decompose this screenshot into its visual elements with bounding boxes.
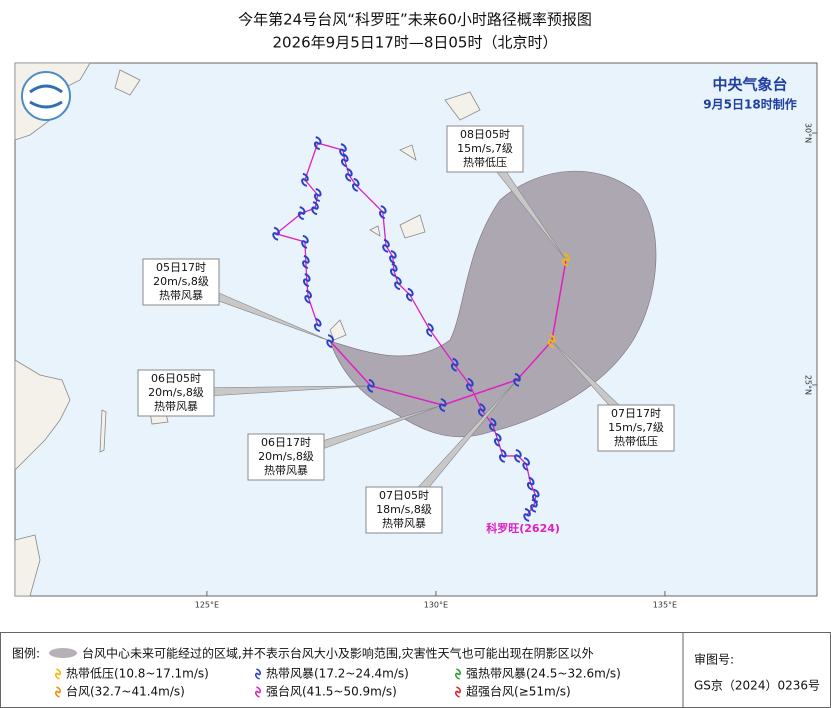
subtitle: 2026年9月5日17时—8日05时（北京时） <box>273 34 558 52</box>
callout-level: 热带风暴 <box>154 400 198 413</box>
callout-level: 热带低压 <box>463 156 507 169</box>
storm-icon <box>426 323 434 337</box>
storm-icon <box>455 686 461 698</box>
storm-icon <box>477 403 486 418</box>
callout-box <box>446 125 524 173</box>
storm-icon <box>55 686 61 698</box>
legend-box <box>0 632 831 708</box>
legend-title: 图例: <box>12 647 40 661</box>
storm-icon <box>367 378 375 393</box>
storm-icon <box>255 668 261 680</box>
callout-wind: 18m/s,8级 <box>376 503 432 516</box>
legend-item: 超强台风(≥51m/s) <box>466 684 571 699</box>
storm-icon <box>272 226 280 241</box>
storm-icon <box>499 448 507 463</box>
callout-time: 06日17时 <box>261 436 311 449</box>
legend-item: 强热带风暴(24.5~32.6m/s) <box>466 667 621 681</box>
storm-icon <box>439 398 447 413</box>
callout-level: 热带风暴 <box>382 517 426 530</box>
title: 今年第24号台风“科罗旺”未来60小时路径概率预报图 <box>238 11 592 29</box>
lon-tick-label: 125°E <box>195 601 219 610</box>
storm-icon <box>341 153 349 168</box>
callout-level: 热带风暴 <box>159 289 203 302</box>
callout-wind: 20m/s,8级 <box>153 275 209 288</box>
storm-icon <box>314 136 322 151</box>
storm-icon <box>390 263 398 278</box>
storm-icon <box>303 273 311 288</box>
callout-wind: 20m/s,8级 <box>258 450 314 463</box>
callout-box <box>137 369 215 417</box>
lat-tick-label: 25°N <box>804 375 813 395</box>
approval-label: 审图号: <box>694 652 734 667</box>
storm-icon <box>389 249 397 264</box>
logo <box>21 71 71 121</box>
forecast-track <box>329 259 567 406</box>
callout-box <box>247 433 325 481</box>
callout-time: 08日05时 <box>460 128 510 141</box>
storm-icon <box>526 476 535 491</box>
storm-icon <box>513 372 521 387</box>
storm-icon <box>352 177 360 192</box>
storm-name: 科罗旺(2624) <box>486 521 560 535</box>
logo-mark <box>29 84 63 109</box>
storm-icon <box>339 143 347 158</box>
legend-item: 强台风(41.5~50.9m/s) <box>266 684 397 699</box>
issued: 9月5日18时制作 <box>703 97 796 112</box>
storm-icon <box>297 206 306 221</box>
callout-level: 热带低压 <box>614 435 658 448</box>
callout-time: 06日05时 <box>151 372 201 385</box>
storm-icon <box>301 172 309 187</box>
agency: 中央气象台 <box>712 76 787 94</box>
storm-icon <box>548 334 556 349</box>
storm-icon <box>488 417 497 432</box>
storm-icon <box>302 255 310 269</box>
callout-time: 07日05时 <box>379 489 429 502</box>
legend-item: 热带风暴(17.2~24.4m/s) <box>266 667 409 681</box>
storm-icon <box>311 201 319 216</box>
storm-icon <box>326 334 334 349</box>
storm-icon <box>55 668 61 680</box>
storm-icon <box>523 507 531 522</box>
storm-icon <box>562 252 570 267</box>
callout-level: 热带风暴 <box>264 464 308 477</box>
lon-tick-label: 130°E <box>424 601 448 610</box>
legend-cone: 台风中心未来可能经过的区域,并不表示台风大小及影响范围,灾害性天气也可能出现在阴… <box>82 646 594 661</box>
storm-icon <box>466 377 474 392</box>
storm-icon <box>255 686 261 698</box>
callout-wind: 15m/s,7级 <box>457 142 513 155</box>
probability-cone <box>329 170 657 438</box>
callout-box <box>597 404 675 452</box>
callout-box <box>142 258 220 306</box>
storm-icon <box>450 357 459 372</box>
lat-tick-label: 30°N <box>804 123 813 143</box>
storm-icon <box>514 448 522 463</box>
callout-wind: 20m/s,8级 <box>148 386 204 399</box>
approval-number: GS京（2024）0236号 <box>694 679 820 693</box>
storm-icon <box>494 432 502 447</box>
callout-wind: 15m/s,7级 <box>608 421 664 434</box>
storm-icon <box>532 488 540 503</box>
storm-icon <box>382 238 390 253</box>
callout-time: 05日17时 <box>156 261 206 274</box>
storm-icon <box>301 234 309 249</box>
past-track <box>274 142 537 516</box>
storm-icon <box>314 317 322 332</box>
storm-icon <box>406 287 414 302</box>
storm-icon <box>522 457 530 471</box>
storm-icon <box>345 167 353 182</box>
legend-item: 热带低压(10.8~17.1m/s) <box>66 667 209 681</box>
callout-box <box>365 486 443 534</box>
callout-time: 07日17时 <box>611 407 661 420</box>
storm-icon <box>314 188 322 202</box>
storm-icon <box>394 276 402 291</box>
storm-icon <box>455 668 461 680</box>
storm-icon <box>379 205 387 220</box>
storm-icon <box>304 289 312 304</box>
legend-item: 台风(32.7~41.4m/s) <box>66 684 185 699</box>
lon-tick-label: 135°E <box>653 601 677 610</box>
legend-cone-swatch <box>49 648 77 658</box>
